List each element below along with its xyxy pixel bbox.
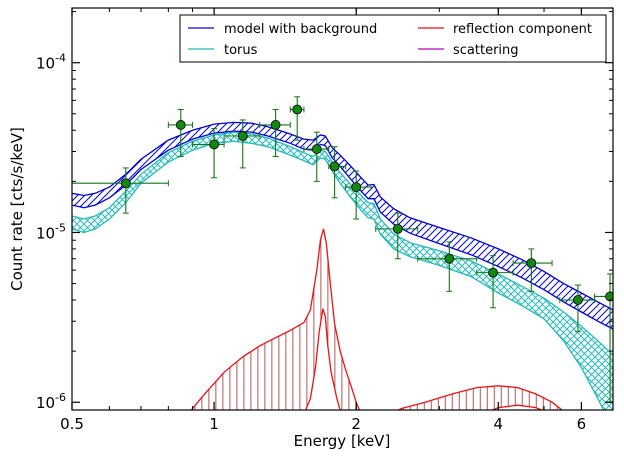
model-band-lower <box>72 130 613 330</box>
reflection-upper-curve-high <box>396 385 564 410</box>
legend-label-scattering: scattering <box>453 43 519 58</box>
torus-band-lower <box>72 140 605 410</box>
data-point <box>329 161 340 172</box>
model-band-fill <box>72 122 613 330</box>
data-point <box>488 267 498 278</box>
torus-band-upper <box>72 131 613 356</box>
data-point <box>351 182 362 193</box>
x-axis-label: Energy [keV] <box>294 432 391 450</box>
legend-frame <box>179 14 607 63</box>
legend-label-torus: torus <box>224 43 258 58</box>
model-band-upper <box>72 121 613 311</box>
legend: model with background torus reflection c… <box>179 14 607 63</box>
data-point <box>175 120 186 130</box>
x-tick-label: 6 <box>577 415 587 433</box>
data-point <box>237 131 248 141</box>
plot-frame <box>71 7 614 411</box>
legend-label-reflection: reflection component <box>453 22 592 37</box>
plot-area <box>72 96 613 410</box>
reflection-upper-curve <box>190 228 361 410</box>
data-point <box>209 139 219 150</box>
y-axis-label: Count rate [cts/s/keV] <box>8 127 26 291</box>
y-tick-label: 10-4 <box>36 52 66 73</box>
data-point <box>392 223 403 234</box>
x-tick-label: 0.5 <box>60 415 84 433</box>
x-tick-label: 4 <box>494 415 504 433</box>
legend-label-model: model with background <box>224 22 377 37</box>
data-point <box>573 295 583 305</box>
data-point <box>270 120 281 130</box>
data-point <box>311 144 322 154</box>
data-point <box>605 291 613 302</box>
data-point <box>120 178 131 189</box>
x-tick-label: 1 <box>209 415 219 433</box>
x-tick-label: 2 <box>351 415 361 433</box>
data-point <box>444 253 455 264</box>
axes: 0.5 1 2 4 6 10-6 10-5 10-4 <box>36 7 614 433</box>
y-tick-label: 10-6 <box>36 391 66 412</box>
data-point <box>292 104 303 115</box>
data-point <box>526 258 537 269</box>
y-tick-label: 10-5 <box>36 221 66 242</box>
reflection-lower-curve <box>304 308 341 410</box>
